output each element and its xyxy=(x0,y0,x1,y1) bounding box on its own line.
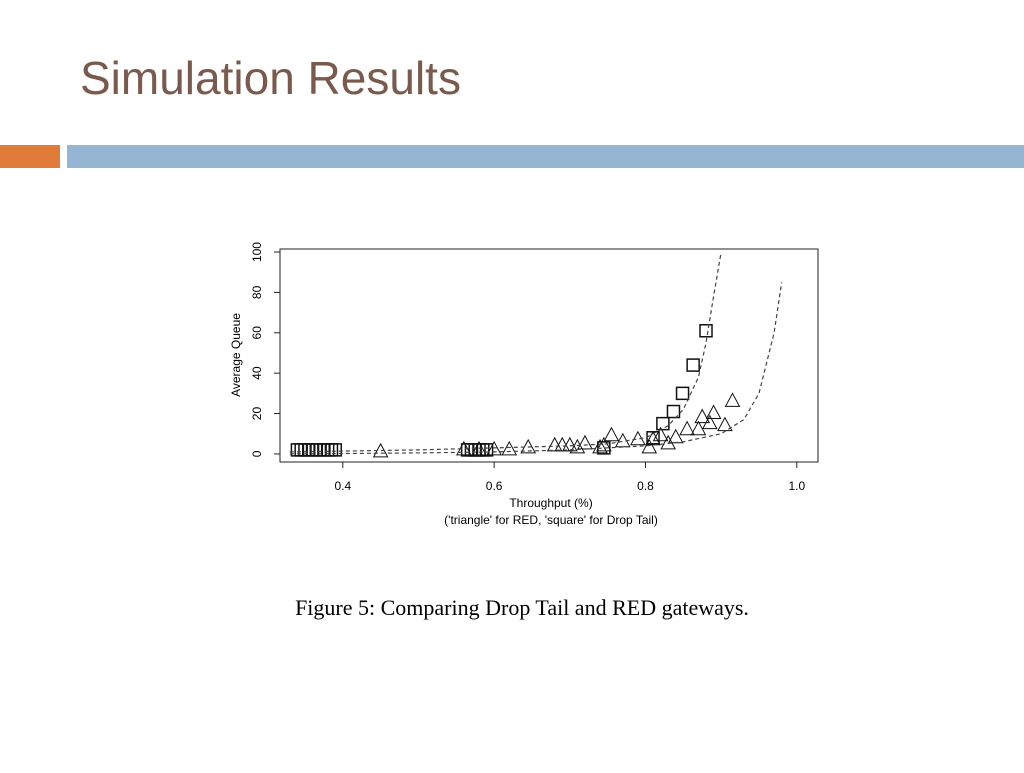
square-point xyxy=(675,386,690,401)
square-point xyxy=(666,404,681,419)
x-tick-label: 1.0 xyxy=(788,479,805,493)
accent-bar xyxy=(0,145,60,168)
triangle-point xyxy=(717,416,733,432)
fit-curve xyxy=(289,282,783,455)
square-point xyxy=(699,324,713,338)
triangle-point xyxy=(641,438,658,454)
y-tick-label: 80 xyxy=(250,285,264,299)
chart-subtitle: ('triangle' for RED, 'square' for Drop T… xyxy=(444,513,658,527)
triangle-point xyxy=(694,408,711,424)
figure-caption: Figure 5: Comparing Drop Tail and RED ga… xyxy=(295,595,749,620)
header-bar xyxy=(67,145,1024,168)
triangle-point xyxy=(690,420,707,436)
square-point xyxy=(328,443,342,457)
triangle-point xyxy=(705,404,722,420)
triangle-point xyxy=(486,440,502,456)
x-tick-label: 0.4 xyxy=(334,479,351,493)
triangle-point xyxy=(603,426,620,442)
triangle-point xyxy=(652,426,669,442)
y-tick-label: 100 xyxy=(250,242,264,262)
triangle-point xyxy=(546,436,563,452)
triangle-point xyxy=(679,420,695,436)
triangle-point xyxy=(592,438,608,454)
triangle-point xyxy=(501,440,518,456)
triangle-point xyxy=(554,436,571,452)
x-axis-label: Throughput (%) xyxy=(509,496,592,510)
square-point xyxy=(479,443,494,457)
triangle-point xyxy=(645,430,661,446)
square-point xyxy=(686,358,700,372)
y-tick-label: 40 xyxy=(250,366,264,380)
triangle-point xyxy=(724,392,741,407)
x-tick-label: 0.6 xyxy=(486,479,503,493)
y-tick-label: 0 xyxy=(250,450,264,457)
plot-frame xyxy=(279,248,819,463)
triangle-point xyxy=(561,436,578,452)
fit-curve xyxy=(289,251,722,453)
y-tick-label: 60 xyxy=(250,326,264,340)
triangle-point xyxy=(701,414,718,430)
y-tick-label: 20 xyxy=(250,407,264,421)
slide-title: Simulation Results xyxy=(80,52,461,104)
x-tick-label: 0.8 xyxy=(637,479,654,493)
triangle-point xyxy=(577,434,593,450)
square-point xyxy=(656,416,670,431)
triangle-point xyxy=(569,438,586,454)
square-point xyxy=(464,443,479,457)
y-axis-label: Average Queue xyxy=(229,313,243,397)
